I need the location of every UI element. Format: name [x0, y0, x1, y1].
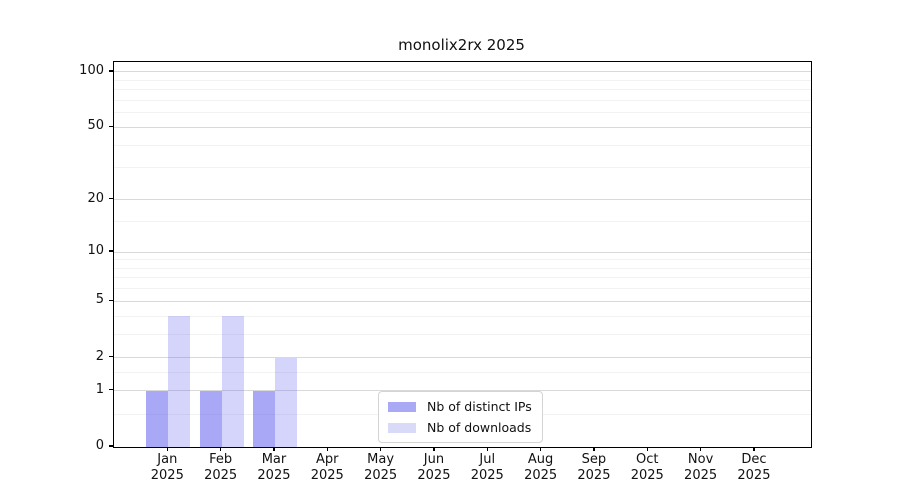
y-tick-mark [109, 197, 114, 200]
y-tick-label: 100 [79, 62, 104, 78]
x-tick-mark [379, 447, 382, 452]
y-tick-mark [109, 355, 114, 358]
bar-nb-of-downloads-mar [274, 357, 297, 447]
gridline-minor [114, 333, 811, 335]
x-tick-label: Oct 2025 [630, 452, 664, 483]
gridline-minor [114, 372, 811, 374]
x-tick-mark [646, 447, 648, 452]
y-tick-mark [109, 125, 114, 128]
bar-nb-of-downloads-jan [168, 316, 191, 447]
y-tick-label: 1 [95, 381, 104, 397]
y-tick-label: 0 [95, 438, 104, 453]
gridline-minor [114, 288, 811, 290]
x-tick-label: Jan 2025 [150, 452, 184, 483]
legend-swatch-downloads [388, 422, 416, 433]
x-tick-label: Apr 2025 [310, 452, 344, 483]
gridline-major [114, 71, 811, 73]
plot-area [113, 61, 812, 448]
gridline-major [114, 251, 811, 253]
x-tick-mark [539, 447, 542, 452]
x-tick-mark [753, 447, 755, 452]
chart-title: monolix2rx 2025 [398, 36, 525, 54]
x-tick-label: Jul 2025 [470, 452, 504, 483]
gridline-major [114, 199, 811, 200]
x-tick-mark [699, 447, 702, 452]
bar-nb-of-distinct-ips-mar [252, 390, 275, 447]
x-tick-mark [219, 447, 222, 452]
y-tick-label: 10 [87, 243, 104, 259]
y-tick-mark [109, 250, 114, 252]
gridline-major [114, 126, 811, 128]
x-tick-label: Mar 2025 [257, 452, 291, 483]
gridline-major [114, 300, 811, 302]
x-tick-label: Sep 2025 [577, 452, 611, 483]
gridline-major [114, 390, 811, 392]
legend-label: Nb of downloads [427, 420, 532, 435]
gridline-minor [114, 144, 811, 146]
y-tick-label: 20 [87, 190, 104, 206]
gridline-minor [114, 267, 811, 269]
bar-nb-of-distinct-ips-feb [199, 390, 222, 447]
x-tick-label: Aug 2025 [524, 452, 558, 483]
x-tick-label: Feb 2025 [204, 452, 238, 483]
x-tick-label: Nov 2025 [684, 452, 718, 483]
x-tick-mark [593, 447, 595, 452]
gridline-major [114, 357, 811, 359]
gridline-minor [114, 259, 811, 261]
gridline-minor [114, 277, 811, 279]
gridline-minor [114, 99, 811, 101]
legend-entry-distinct-ips: Nb of distinct IPs [388, 399, 532, 414]
x-tick-mark [433, 447, 435, 452]
y-tick-mark [109, 388, 114, 391]
y-tick-label: 5 [95, 292, 104, 308]
y-tick-mark [109, 299, 114, 302]
y-tick-label: 2 [95, 348, 104, 364]
gridline-minor [114, 112, 811, 114]
y-tick-mark [109, 445, 114, 447]
gridline-minor [114, 315, 811, 317]
bar-nb-of-downloads-feb [221, 316, 244, 447]
x-tick-mark [273, 447, 275, 452]
x-tick-label: Jun 2025 [417, 452, 451, 483]
gridline-minor [114, 89, 811, 91]
y-tick-mark [109, 70, 114, 72]
y-tick-label: 50 [87, 118, 104, 134]
x-tick-mark [166, 447, 168, 452]
x-tick-mark [486, 447, 488, 452]
bar-nb-of-distinct-ips-jan [146, 390, 169, 447]
gridline-minor [114, 221, 811, 223]
x-tick-label: May 2025 [364, 452, 398, 483]
legend-swatch-distinct-ips [388, 401, 416, 412]
legend: Nb of distinct IPs Nb of downloads [378, 391, 543, 443]
x-tick-label: Dec 2025 [737, 452, 771, 483]
x-tick-mark [326, 447, 328, 452]
gridline-minor [114, 79, 811, 81]
gridline-minor [114, 167, 811, 169]
legend-label: Nb of distinct IPs [427, 399, 532, 414]
legend-entry-downloads: Nb of downloads [388, 420, 532, 435]
